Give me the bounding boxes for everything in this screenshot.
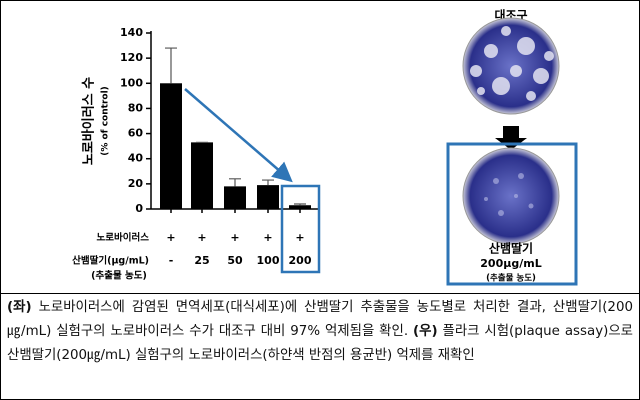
caption-tag: (좌) — [7, 300, 32, 315]
plate-treated — [462, 147, 560, 245]
bar — [289, 205, 311, 209]
caption: (좌) 노로바이러스에 감염된 면역세포(대식세포)에 산뱀딸기 추출물을 농도… — [1, 293, 639, 398]
x-sign-label: + — [166, 231, 175, 244]
plate-control — [462, 17, 560, 115]
down-arrow — [495, 126, 527, 150]
row-label: 노로바이러스 — [97, 232, 150, 244]
y-tick-label: 40 — [128, 152, 144, 165]
bar — [224, 186, 246, 209]
error-bar — [229, 178, 241, 187]
bar — [160, 83, 182, 209]
chart: 노로바이러스 수 (% of control) 노로바이러스 산뱀딸기(μg/m… — [72, 9, 578, 286]
row-note: (추출물 농도) — [91, 270, 147, 282]
x-tick-label: 100 — [257, 254, 280, 267]
x-tick-label: - — [169, 254, 174, 267]
y-tick-label: 80 — [128, 101, 144, 114]
error-bar — [165, 47, 177, 84]
x-sign-label: + — [230, 231, 239, 244]
plate-label: 산뱀딸기 — [489, 241, 533, 256]
caption-tag: (우) — [413, 324, 438, 339]
y-tick-label: 0 — [135, 202, 143, 215]
error-bar — [262, 179, 274, 186]
x-tick-label: 50 — [227, 254, 243, 267]
caption-text: 노로바이러스에 감염된 면역세포(대식세포)에 산뱀딸기 추출물을 농도별로 처… — [7, 300, 633, 339]
caption-text: 플라크 시험(plaque assay)으로 산뱀딸기(200㎍/mL) 실험구… — [7, 324, 633, 363]
trend-arrow — [184, 88, 293, 183]
y-axis-sublabel: (% of control) — [101, 86, 111, 156]
y-axis-label: 노로바이러스 수 — [81, 77, 97, 165]
plate-dose: 200μg/mL — [480, 257, 541, 270]
y-tick-label: 20 — [128, 177, 144, 190]
x-tick-label: 25 — [194, 254, 209, 267]
plaques — [484, 173, 534, 216]
y-tick-label: 100 — [120, 76, 143, 89]
y-tick-label: 140 — [120, 26, 143, 39]
error-bar — [294, 203, 306, 206]
x-tick-label: 200 — [289, 254, 312, 267]
x-sign-label: + — [263, 231, 272, 244]
y-tick-label: 120 — [120, 51, 143, 64]
y-tick-label: 60 — [128, 127, 144, 140]
plate-note: (추출물 농도) — [486, 273, 536, 284]
plaques — [470, 26, 554, 101]
bar — [191, 142, 213, 209]
x-sign-label: + — [197, 231, 206, 244]
row-label: 산뱀딸기(μg/mL) — [72, 255, 149, 267]
x-sign-label: + — [295, 231, 304, 244]
bar — [257, 185, 279, 209]
highlight-box — [280, 184, 321, 274]
highlight-box — [446, 142, 578, 286]
